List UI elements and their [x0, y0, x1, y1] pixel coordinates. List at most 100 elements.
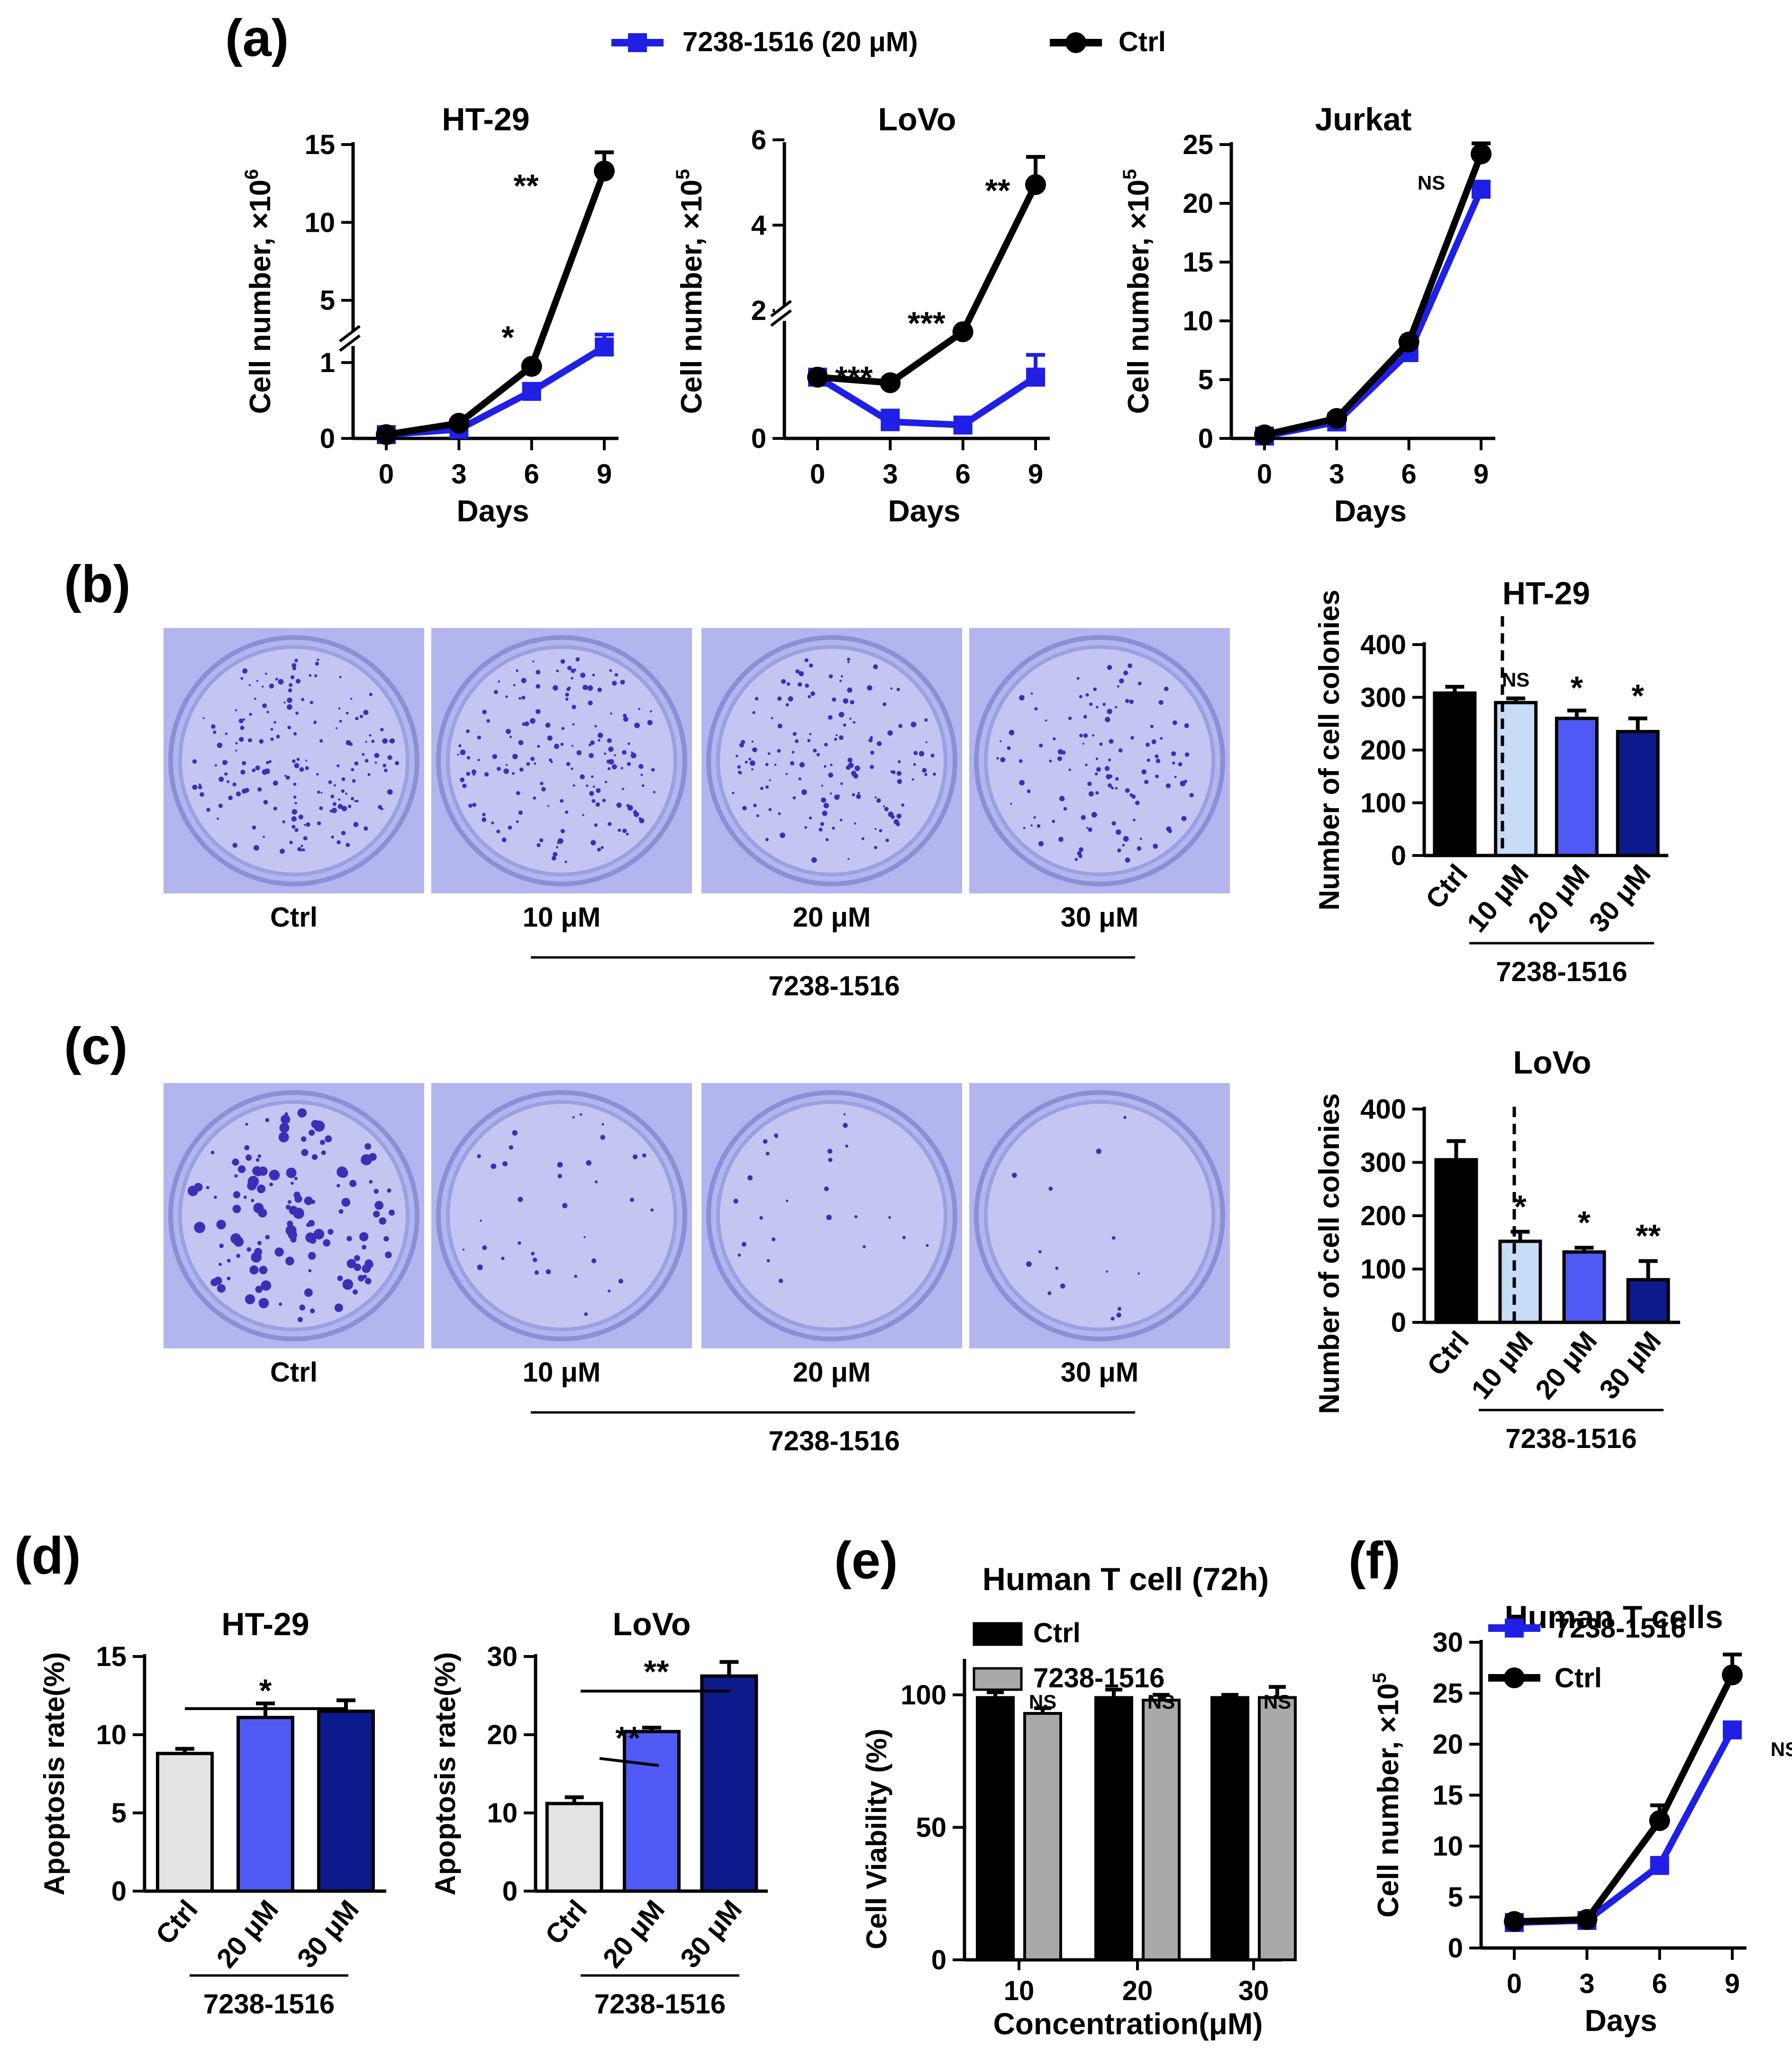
colony-dot: [594, 823, 598, 827]
y-tick-label: 0: [320, 423, 335, 454]
colony-dot: [1125, 857, 1130, 863]
colony-dot: [228, 795, 233, 801]
colony-dot: [1104, 766, 1110, 771]
colony-dot: [1096, 767, 1101, 772]
colony-dot: [257, 1241, 262, 1246]
colony-dot: [1096, 706, 1099, 709]
colony-dot: [647, 720, 653, 726]
y-tick-label: 100: [1360, 1254, 1406, 1285]
colony-dot: [804, 658, 809, 663]
colony-dot: [843, 1113, 846, 1116]
colony-dot: [898, 760, 901, 764]
plate-well-rim: [168, 1090, 419, 1341]
y-axis-title-exponent: 5: [673, 169, 693, 180]
colony-dot: [337, 1183, 340, 1188]
chart-title: HT-29: [1502, 575, 1590, 611]
colony-dot: [369, 692, 373, 696]
colony-dot: [846, 765, 851, 770]
colony-dot: [827, 1148, 833, 1154]
y-axis-title-exponent: 5: [1369, 1673, 1390, 1683]
colony-dot: [238, 737, 244, 742]
colony-dot: [562, 1203, 568, 1209]
colony-dot: [1165, 783, 1171, 789]
significance-bracket: [599, 1757, 659, 1767]
y-tick-label: 15: [1183, 247, 1213, 278]
x-tick-label: 30 μM: [1583, 859, 1656, 938]
colony-dot: [1063, 807, 1067, 811]
colony-dot: [786, 1199, 789, 1202]
colony-dot: [777, 696, 782, 701]
colony-dot: [313, 1229, 325, 1240]
colony-dot: [608, 1289, 611, 1293]
significance-label: ***: [835, 360, 873, 396]
colony-dot: [300, 1136, 307, 1142]
colony-dot: [301, 1149, 309, 1156]
bar: [1626, 1278, 1670, 1324]
colony-dot: [795, 739, 799, 743]
colony-dot: [240, 677, 244, 680]
colony-dot: [246, 1247, 252, 1252]
colony-dot: [741, 1242, 746, 1247]
colony-dot: [308, 1220, 315, 1227]
colony-dot: [294, 802, 297, 805]
colony-dot: [566, 762, 571, 766]
colony-dot: [331, 835, 334, 839]
colony-dot: [847, 687, 853, 693]
colony-dot: [1045, 719, 1047, 722]
bar: [1023, 1712, 1062, 1961]
colony-dot: [632, 1154, 638, 1159]
colony-dot: [1023, 827, 1026, 829]
colony-dot: [627, 762, 631, 766]
significance-label: NS: [1418, 172, 1445, 194]
series-line: [1514, 1728, 1736, 1926]
colony-dot: [387, 1188, 391, 1193]
colony-dot: [766, 1259, 770, 1263]
plate-well-rim: [974, 635, 1225, 886]
colony-dot: [364, 1278, 372, 1284]
colony-dot: [1093, 687, 1097, 692]
legend-treat-marker: [1505, 1619, 1524, 1638]
colony-dot: [379, 1217, 387, 1225]
colony-dot: [1171, 751, 1176, 756]
colony-dot: [1087, 781, 1092, 786]
colony-dot: [536, 709, 541, 714]
colony-dot: [843, 1123, 848, 1128]
bar: [156, 1752, 214, 1893]
colony-dot: [870, 750, 874, 755]
colony-dot: [477, 1264, 483, 1270]
colony-dot: [305, 759, 308, 762]
colony-dot: [285, 1225, 297, 1236]
x-tick-label: 20 μM: [1529, 1326, 1603, 1405]
colony-dot: [852, 793, 855, 797]
colony-dot: [597, 847, 601, 852]
colony-dot: [219, 1243, 224, 1248]
colony-dot: [380, 807, 383, 810]
legend-ctrl-label: Ctrl: [1033, 1618, 1081, 1648]
colony-dot: [567, 665, 572, 671]
colony-dot: [809, 816, 812, 820]
y-axis-title: Number of cell colonies: [1313, 590, 1345, 910]
data-point: [807, 366, 828, 388]
colony-dot: [262, 685, 264, 688]
colony-dot: [354, 800, 356, 802]
y-tick-label: 100: [901, 1680, 946, 1711]
colony-dot: [502, 1161, 508, 1166]
x-tick-label: 9: [1725, 1968, 1740, 1999]
plate-well-rim: [168, 635, 419, 886]
colony-dot: [804, 826, 807, 829]
y-axis-title: Cell Viability (%): [861, 1729, 892, 1949]
colony-dot: [206, 808, 210, 812]
colony-dot: [349, 1180, 357, 1187]
x-tick-label: 10 μM: [1465, 1326, 1539, 1405]
colony-dot: [316, 773, 319, 776]
colony-dot: [1095, 791, 1099, 795]
colony-dot: [249, 1265, 259, 1274]
colony-dot: [638, 724, 640, 727]
colony-dot: [1038, 841, 1044, 847]
colony-dot: [395, 761, 400, 765]
colony-dot: [1183, 779, 1188, 783]
colony-dot: [355, 800, 359, 803]
colony-dot: [462, 1248, 465, 1251]
colony-dot: [243, 718, 246, 721]
colony-dot: [259, 739, 264, 744]
